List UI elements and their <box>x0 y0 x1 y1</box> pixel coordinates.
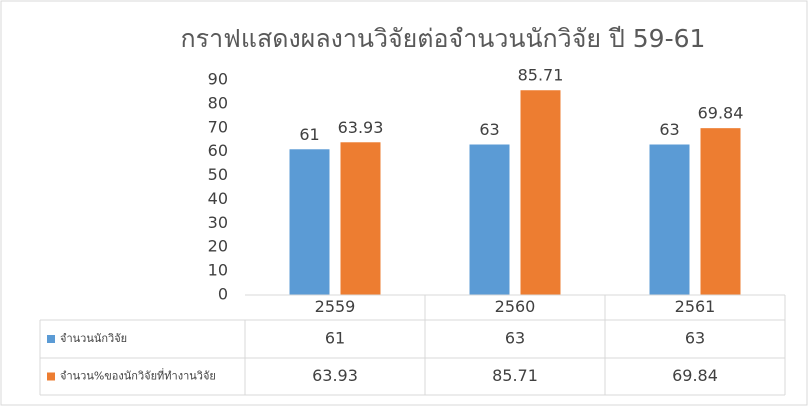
y-tick-label: 50 <box>208 165 228 184</box>
y-tick-label: 40 <box>208 189 228 208</box>
table-value: 63 <box>685 329 705 348</box>
table-value: 63 <box>505 329 525 348</box>
data-label: 69.84 <box>698 104 744 123</box>
y-tick-label: 70 <box>208 117 228 136</box>
y-tick-label: 20 <box>208 237 228 256</box>
bar <box>340 142 381 295</box>
x-tick-label: 2561 <box>675 297 716 316</box>
legend-label: จำนวน%ของนักวิจัยที่ทำงานวิจัย <box>60 368 216 383</box>
x-tick-label: 2559 <box>315 297 356 316</box>
data-label: 61 <box>299 125 319 144</box>
legend-label: จำนวนนักวิจัย <box>60 332 127 345</box>
y-tick-label: 10 <box>208 261 228 280</box>
data-label: 63.93 <box>338 118 384 137</box>
table-value: 69.84 <box>672 366 718 385</box>
bar <box>289 149 330 295</box>
y-tick-label: 0 <box>218 285 228 304</box>
bar <box>649 144 690 295</box>
bar <box>700 128 741 295</box>
chart-title: กราฟแสดงผลงานวิจัยต่อจำนวนนักวิจัย ปี 59… <box>181 24 706 53</box>
x-tick-label: 2560 <box>495 297 536 316</box>
table-value: 85.71 <box>492 366 538 385</box>
table-value: 63.93 <box>312 366 358 385</box>
table-value: 61 <box>325 329 345 348</box>
bar <box>469 144 510 295</box>
data-label: 63 <box>479 120 499 139</box>
y-tick-label: 80 <box>208 93 228 112</box>
bar <box>520 90 561 295</box>
legend-swatch <box>47 372 55 381</box>
data-label: 63 <box>659 120 679 139</box>
data-label: 85.71 <box>518 66 564 85</box>
y-tick-label: 90 <box>208 70 228 89</box>
y-tick-label: 30 <box>208 213 228 232</box>
legend-swatch <box>47 335 55 343</box>
y-tick-label: 60 <box>208 141 228 160</box>
